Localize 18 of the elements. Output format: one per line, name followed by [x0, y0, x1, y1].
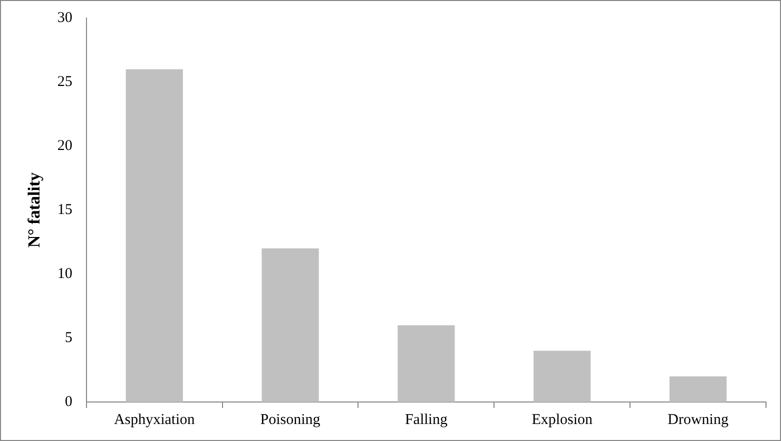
y-tick-label: 5: [64, 330, 72, 346]
x-tick-label: Asphyxiation: [114, 412, 196, 428]
y-axis-title: N° fatality: [24, 172, 44, 248]
bar: [262, 248, 319, 402]
x-tick-label: Explosion: [532, 412, 594, 428]
bar: [398, 325, 455, 402]
x-tick-label: Poisoning: [260, 412, 321, 428]
y-tick-label: 25: [57, 74, 72, 90]
y-tick-label: 15: [57, 202, 72, 218]
bar: [669, 376, 727, 402]
x-tick-label: Drowning: [668, 412, 729, 428]
y-tick-label: 30: [57, 10, 72, 26]
y-tick-label: 10: [57, 266, 72, 282]
y-tick-label: 0: [64, 394, 72, 410]
x-tick-label: Falling: [404, 412, 448, 428]
bar: [534, 350, 591, 402]
bar: [126, 69, 183, 402]
y-tick-label: 20: [57, 138, 72, 154]
